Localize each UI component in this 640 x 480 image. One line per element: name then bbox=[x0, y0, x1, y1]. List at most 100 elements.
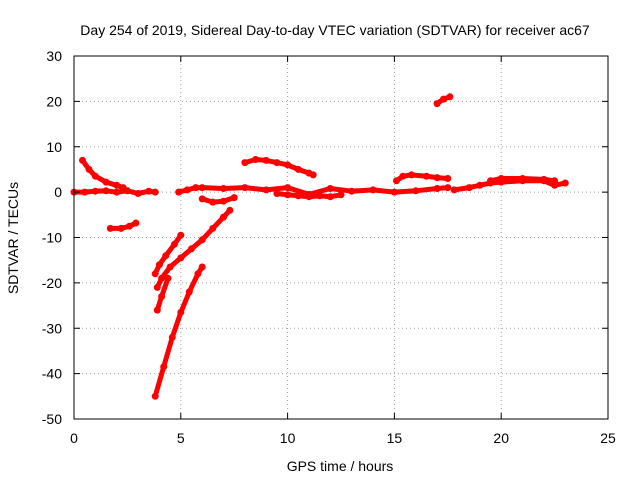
data-point bbox=[540, 175, 548, 183]
data-point bbox=[175, 188, 183, 196]
data-point bbox=[412, 187, 420, 195]
data-point bbox=[188, 245, 195, 253]
data-point bbox=[126, 222, 133, 230]
data-point bbox=[91, 187, 99, 195]
data-point bbox=[183, 186, 191, 194]
data-point bbox=[177, 254, 185, 262]
data-point bbox=[284, 184, 292, 192]
data-point bbox=[220, 197, 227, 205]
data-point bbox=[305, 193, 313, 201]
data-point bbox=[158, 274, 166, 282]
sdtvar-trace-points-9 bbox=[198, 194, 238, 206]
sdtvar-trace-points-10 bbox=[241, 156, 317, 179]
data-point bbox=[119, 184, 127, 192]
data-point bbox=[241, 184, 249, 192]
x-tick-label: 0 bbox=[70, 430, 78, 446]
data-point bbox=[440, 95, 447, 103]
data-point bbox=[316, 192, 324, 200]
y-tick-label: -10 bbox=[42, 230, 62, 246]
data-point bbox=[113, 188, 121, 196]
x-tick-label: 20 bbox=[493, 430, 509, 446]
data-point bbox=[198, 195, 206, 203]
sdtvar-trace-points-11 bbox=[273, 190, 345, 201]
data-point bbox=[151, 392, 159, 400]
data-point bbox=[294, 192, 302, 200]
data-point bbox=[450, 186, 458, 194]
data-point bbox=[158, 293, 166, 300]
grid-lines bbox=[74, 56, 608, 419]
data-point bbox=[284, 161, 292, 169]
y-tick-label: -30 bbox=[42, 320, 62, 336]
x-tick-label: 10 bbox=[280, 430, 296, 446]
data-point bbox=[273, 159, 281, 167]
x-tick-label: 5 bbox=[177, 430, 185, 446]
x-axis-label: GPS time / hours bbox=[287, 458, 394, 474]
data-traces bbox=[70, 93, 569, 400]
y-axis-label: SDTVAR / TECUs bbox=[5, 182, 21, 294]
data-point bbox=[390, 188, 398, 196]
axis-ticks bbox=[73, 55, 609, 420]
data-point bbox=[79, 156, 86, 164]
data-point bbox=[106, 224, 114, 232]
data-point bbox=[487, 177, 494, 185]
data-point bbox=[177, 308, 185, 316]
data-point bbox=[226, 206, 234, 214]
data-point bbox=[519, 175, 527, 182]
data-point bbox=[433, 185, 441, 192]
data-point bbox=[151, 270, 159, 278]
data-point bbox=[198, 236, 206, 244]
data-point bbox=[153, 283, 161, 291]
data-point bbox=[81, 188, 89, 196]
sdtvar-trace-points-7 bbox=[151, 263, 206, 400]
data-point bbox=[198, 184, 206, 192]
data-point bbox=[497, 175, 505, 182]
data-point bbox=[85, 165, 93, 173]
data-point bbox=[241, 159, 249, 167]
data-point bbox=[399, 172, 407, 180]
data-point bbox=[433, 174, 441, 182]
data-point bbox=[132, 219, 140, 227]
data-point bbox=[192, 184, 200, 192]
sdtvar-trace-7 bbox=[152, 264, 205, 399]
y-tick-label: -40 bbox=[42, 366, 62, 382]
data-point bbox=[561, 179, 569, 187]
data-point bbox=[151, 188, 159, 196]
data-point bbox=[408, 171, 415, 179]
data-point bbox=[337, 191, 345, 199]
data-point bbox=[145, 187, 153, 195]
data-point bbox=[155, 261, 163, 269]
data-point bbox=[262, 156, 270, 164]
data-point bbox=[284, 191, 292, 199]
sdtvar-trace-points-8 bbox=[175, 184, 452, 198]
data-point bbox=[273, 190, 281, 197]
sdtvar-trace-points-5 bbox=[153, 206, 234, 291]
data-point bbox=[164, 274, 172, 282]
data-point bbox=[393, 177, 400, 185]
sdtvar-trace-points-3 bbox=[106, 219, 140, 232]
sdtvar-trace-points-4 bbox=[151, 231, 185, 278]
data-point bbox=[465, 184, 473, 192]
y-tick-label: -20 bbox=[42, 275, 62, 291]
sdtvar-trace-points-2 bbox=[79, 156, 127, 192]
data-point bbox=[102, 187, 110, 195]
data-point bbox=[369, 186, 377, 194]
y-tick-label: 20 bbox=[46, 93, 62, 109]
data-point bbox=[194, 270, 202, 278]
data-point bbox=[102, 178, 110, 186]
data-point bbox=[198, 263, 206, 271]
sdtvar-trace-points-12 bbox=[393, 171, 452, 185]
data-point bbox=[446, 93, 454, 101]
data-point bbox=[168, 333, 176, 341]
data-point bbox=[262, 186, 270, 194]
data-point bbox=[162, 252, 170, 260]
data-point bbox=[113, 181, 121, 189]
y-tick-label: -50 bbox=[42, 411, 62, 427]
x-tick-label: 25 bbox=[600, 430, 616, 446]
data-point bbox=[91, 172, 99, 180]
data-point bbox=[348, 187, 356, 195]
data-point bbox=[153, 306, 161, 314]
sdtvar-trace-points-13 bbox=[433, 93, 454, 108]
data-point bbox=[422, 172, 430, 180]
data-point bbox=[444, 175, 452, 182]
